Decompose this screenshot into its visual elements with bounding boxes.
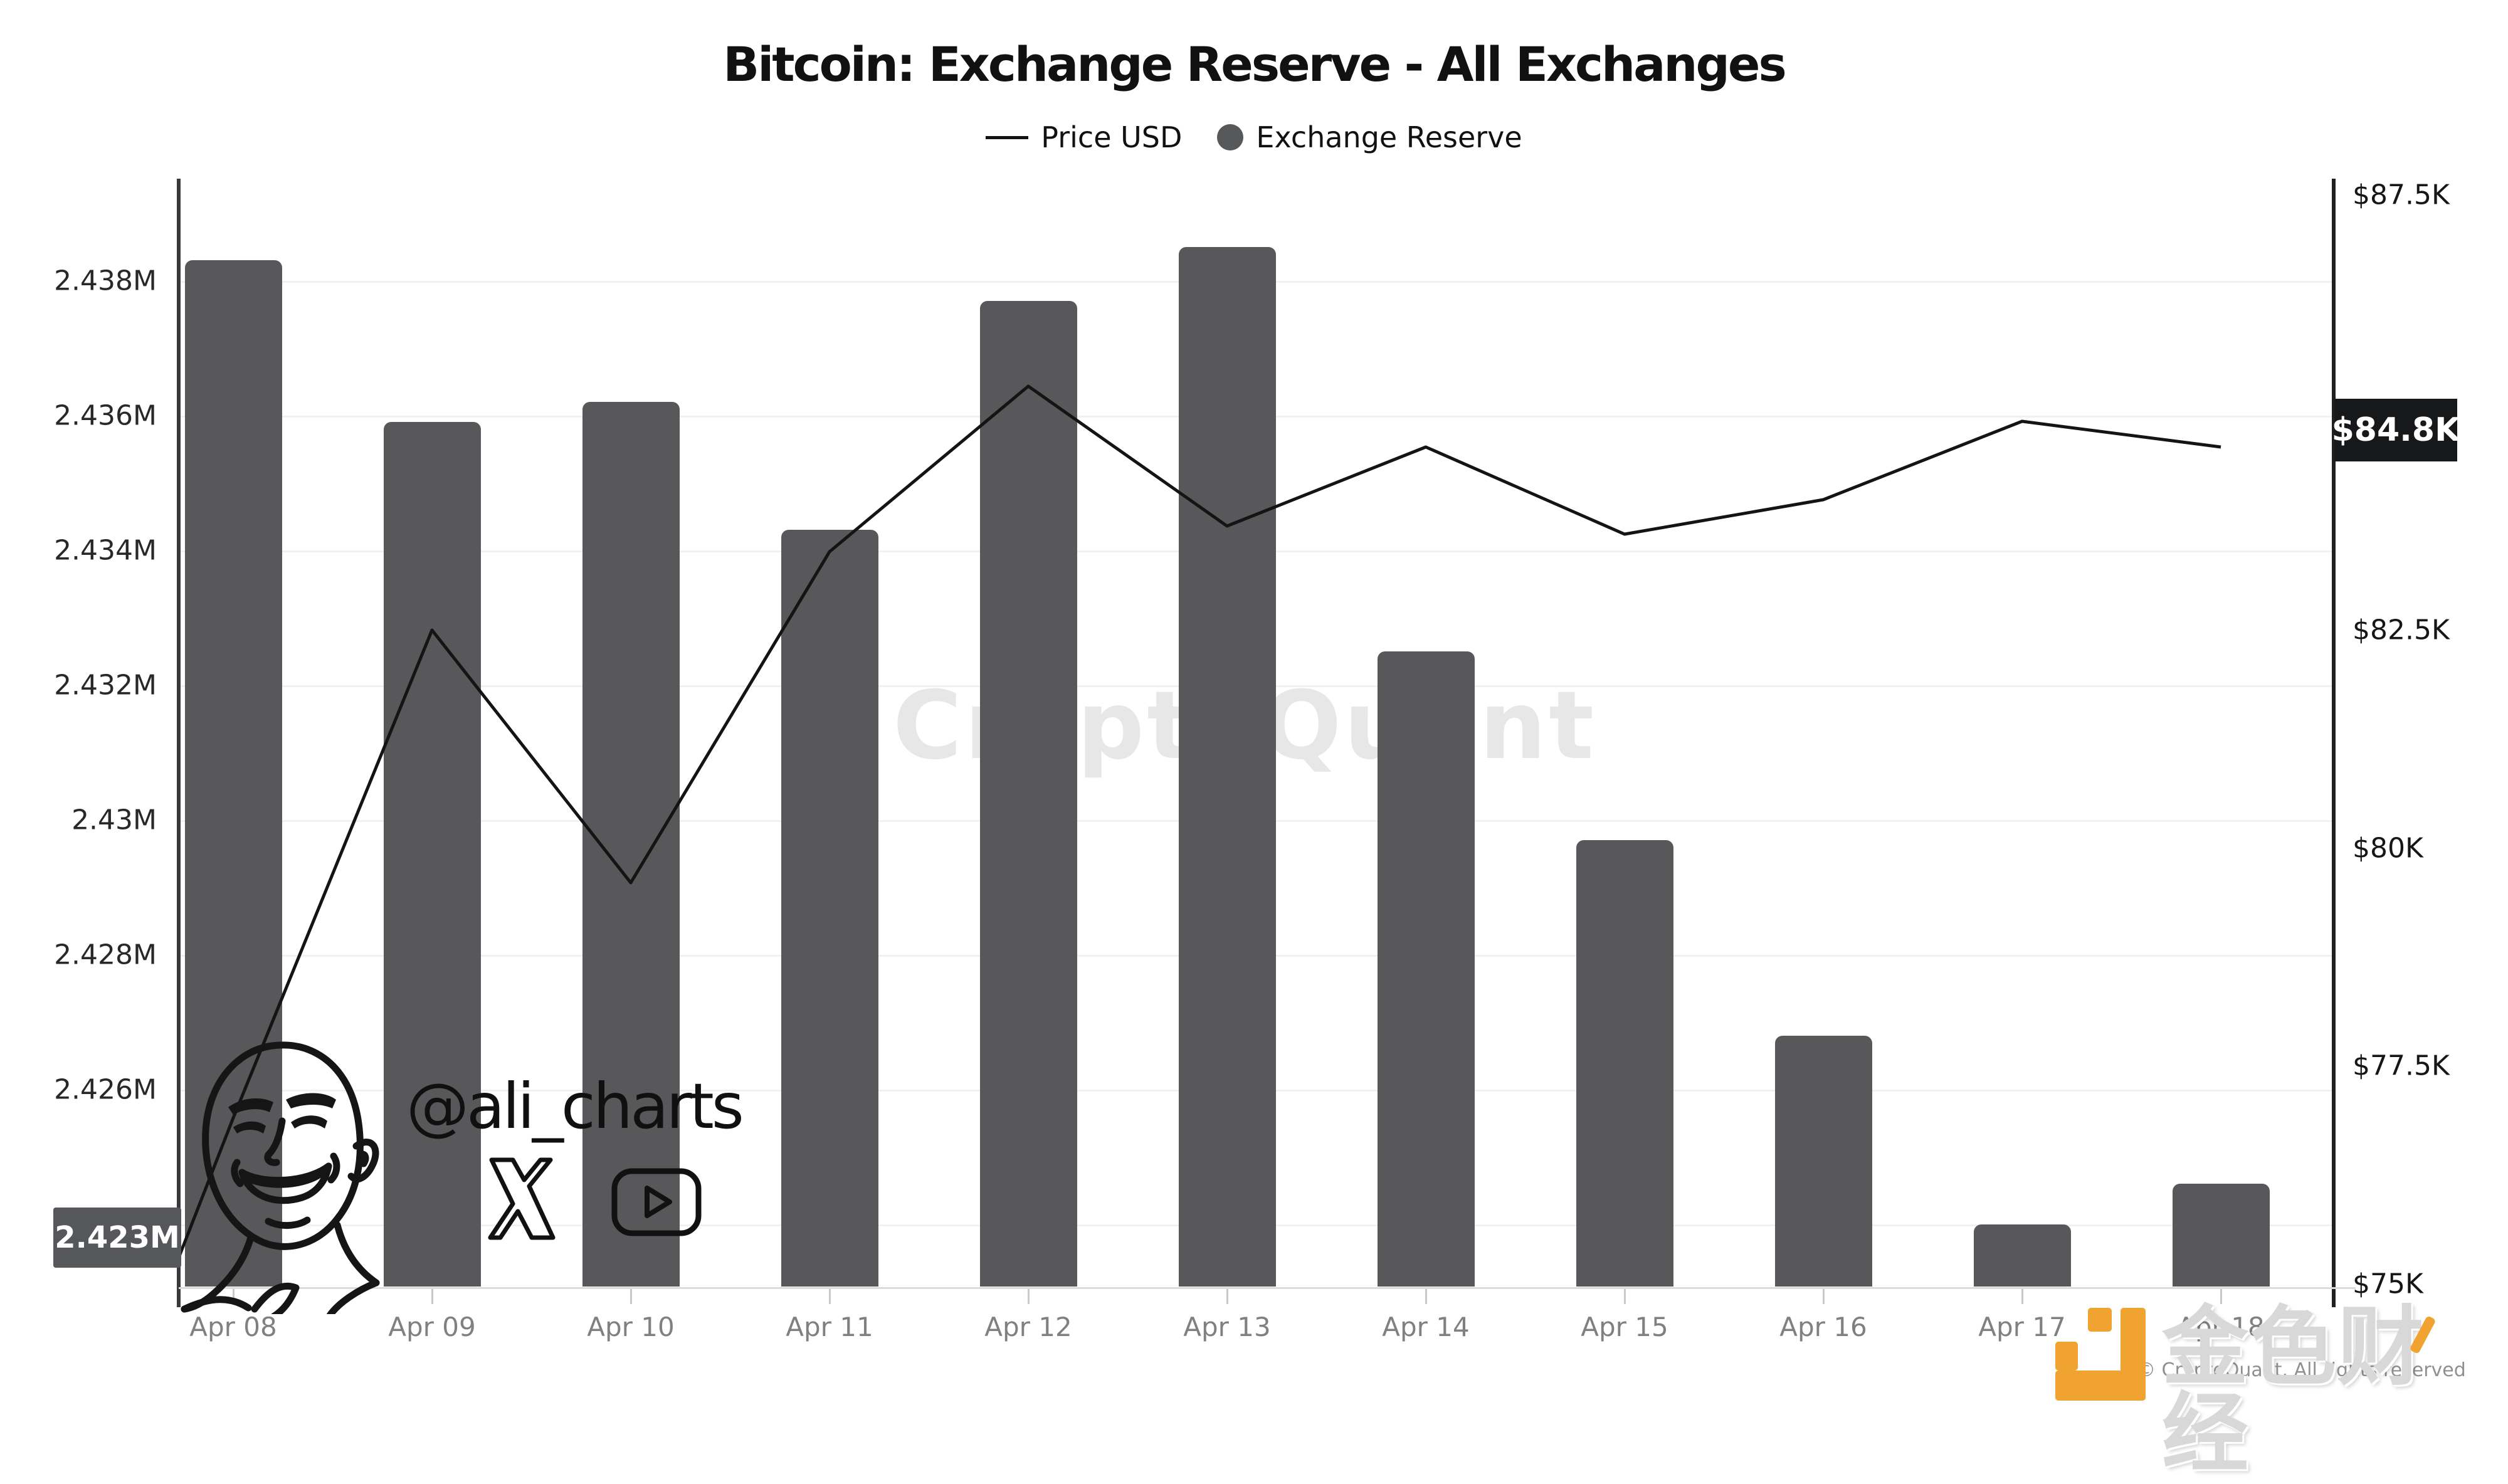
x-axis-label: Apr 14 — [1382, 1312, 1470, 1342]
copyright-text: © CryptoQuant. All rights reserved — [2137, 1359, 2466, 1381]
x-axis-label: Apr 15 — [1581, 1312, 1668, 1342]
left-axis-tick-label: 2.436M — [54, 399, 157, 432]
left-axis-tick-label: 2.438M — [54, 265, 157, 297]
left-axis-tick-label: 2.432M — [54, 669, 157, 702]
reserve-bar-apr-17 — [1973, 1224, 2071, 1287]
x-axis-tick — [233, 1289, 234, 1304]
x-axis-tick — [1425, 1289, 1427, 1304]
reserve-bar-apr-16 — [1774, 1036, 1872, 1287]
reserve-bar-apr-15 — [1576, 840, 1673, 1287]
right-axis-line — [2332, 179, 2336, 1307]
x-axis-label: Apr 11 — [786, 1312, 873, 1342]
page-title: Bitcoin: Exchange Reserve - All Exchange… — [723, 36, 1786, 92]
x-axis-tick — [431, 1289, 433, 1304]
x-axis-label: Apr 18 — [2177, 1312, 2265, 1342]
x-axis-tick — [630, 1289, 632, 1304]
reserve-dot-swatch — [1217, 124, 1244, 150]
reserve-bar-apr-13 — [1178, 247, 1276, 1287]
jinse-logo-icon — [2088, 1308, 2112, 1332]
jinse-logo-icon — [2055, 1371, 2146, 1401]
x-axis-tick — [2220, 1289, 2222, 1304]
right-axis-tick-label: $77.5K — [2353, 1050, 2450, 1082]
x-axis-tick — [1823, 1289, 1825, 1304]
right-axis-tick-label: $87.5K — [2353, 179, 2450, 211]
reserve-bar-apr-12 — [979, 301, 1077, 1287]
x-axis-tick — [2021, 1289, 2023, 1304]
legend-price-label: Price USD — [1041, 120, 1183, 154]
price-line-series — [177, 384, 2221, 1258]
left-axis-tick-label: 2.43M — [71, 804, 157, 836]
jinse-logo-icon — [2055, 1342, 2078, 1371]
x-axis-tick — [1624, 1289, 1626, 1304]
legend-item-reserve[interactable]: Exchange Reserve — [1182, 120, 1522, 154]
x-axis-tick — [829, 1289, 831, 1304]
youtube-icon[interactable] — [609, 1166, 703, 1238]
price-current-badge: $84.8K — [2332, 399, 2460, 461]
legend-reserve-label: Exchange Reserve — [1256, 120, 1522, 154]
right-axis-tick-label: $80K — [2353, 832, 2423, 865]
x-axis-label: Apr 17 — [1978, 1312, 2066, 1342]
reserve-bar-apr-10 — [582, 402, 680, 1287]
legend-item-price[interactable]: Price USD — [986, 120, 1182, 154]
x-axis-tick — [1028, 1289, 1030, 1304]
x-axis-label: Apr 13 — [1183, 1312, 1271, 1342]
left-axis-tick-label: 2.426M — [54, 1073, 157, 1106]
x-axis-label: Apr 08 — [189, 1312, 277, 1342]
x-axis-label: Apr 16 — [1779, 1312, 1867, 1342]
left-axis-line — [177, 179, 181, 1307]
x-twitter-icon[interactable] — [484, 1155, 559, 1243]
x-axis-label: Apr 10 — [587, 1312, 675, 1342]
reserve-bar-apr-09 — [383, 422, 481, 1287]
x-axis-label: Apr 12 — [984, 1312, 1072, 1342]
face-sketch — [181, 1041, 380, 1314]
price-line-swatch — [986, 135, 1029, 139]
left-axis-tick-label: 2.434M — [54, 534, 157, 567]
reserve-current-badge: 2.423M — [53, 1208, 181, 1268]
x-axis-tick — [1226, 1289, 1228, 1304]
x-axis-label: Apr 09 — [388, 1312, 476, 1342]
right-axis-tick-label: $82.5K — [2353, 614, 2450, 646]
legend: Price USD Exchange Reserve — [0, 120, 2508, 154]
reserve-bar-apr-18 — [2172, 1184, 2270, 1287]
reserve-bar-apr-11 — [781, 530, 878, 1287]
left-axis-tick-label: 2.428M — [54, 939, 157, 971]
bottom-axis-line — [179, 1287, 2356, 1289]
author-handle[interactable]: @ali_charts — [406, 1070, 744, 1143]
jinse-brand-text: 金色财经 — [2162, 1297, 2426, 1484]
right-axis-tick-label: $75K — [2353, 1268, 2423, 1300]
reserve-bar-apr-14 — [1377, 651, 1475, 1287]
